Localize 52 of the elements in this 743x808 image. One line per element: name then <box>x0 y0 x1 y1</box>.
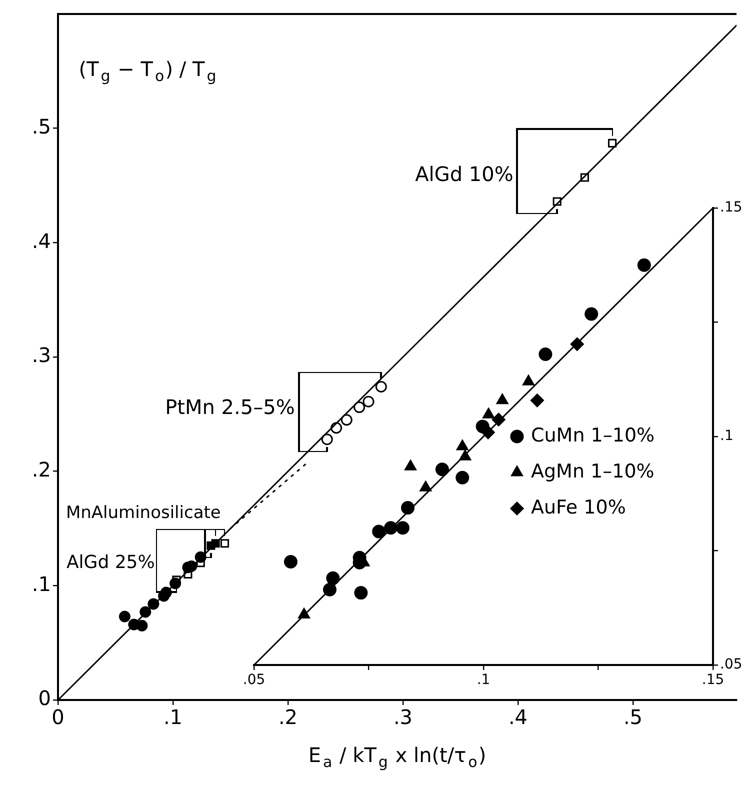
y-tick-label: .15 <box>720 200 742 216</box>
legend-label: AuFe 10% <box>531 496 626 518</box>
y-tick-label: .3 <box>32 343 51 368</box>
y-tick-label: .1 <box>32 572 51 596</box>
point <box>220 539 230 548</box>
point <box>420 480 432 492</box>
x-tick-label: .1 <box>476 672 490 688</box>
x-axis-title: E$_{a}$ / kT$_{g}$ x ln(t/τ$_{o}$) <box>308 742 486 773</box>
point <box>522 374 534 386</box>
point <box>354 402 366 414</box>
x-tick-label: .15 <box>702 672 724 688</box>
point <box>372 524 386 538</box>
point <box>396 521 410 535</box>
point <box>404 460 416 470</box>
point <box>326 571 340 585</box>
x-tick-label: .05 <box>242 672 266 688</box>
y-axis-title: (T$_{g}$ − T$_{o}$) / T$_{g}$ <box>78 56 218 87</box>
x-tick-label: .5 <box>623 705 643 730</box>
point <box>637 258 651 272</box>
y-tick-label: .4 <box>32 228 51 253</box>
y-tick-label: .05 <box>720 656 742 673</box>
series-label: AlGd 25% <box>66 552 155 573</box>
point <box>284 554 298 568</box>
x-tick-label: .2 <box>278 705 298 730</box>
point <box>340 414 352 426</box>
legend-label: AgMn 1–10% <box>531 460 654 482</box>
x-tick-label: .1 <box>163 705 183 730</box>
series-label: PtMn 2.5–5% <box>165 395 295 420</box>
series-label: MnAluminosilicate <box>66 502 221 523</box>
point <box>362 396 374 408</box>
point <box>456 440 468 450</box>
point <box>482 408 494 418</box>
legend-label: CuMn 1–10% <box>531 424 655 446</box>
y-tick-label: .5 <box>32 114 51 139</box>
point <box>584 307 598 321</box>
point <box>321 434 333 446</box>
point <box>375 380 387 392</box>
point <box>496 394 508 404</box>
point <box>136 620 148 632</box>
point <box>435 462 449 476</box>
point <box>476 420 490 434</box>
x-tick-label: .3 <box>393 705 413 730</box>
text: AlGd 10% <box>415 162 514 186</box>
x-tick-label: .4 <box>508 705 528 730</box>
point <box>608 138 617 148</box>
point <box>354 586 368 600</box>
point <box>456 470 470 484</box>
y-tick-label: .2 <box>32 458 51 482</box>
point <box>530 394 544 408</box>
point <box>118 610 130 622</box>
point <box>538 347 552 361</box>
y-tick-label: .1 <box>720 428 734 444</box>
